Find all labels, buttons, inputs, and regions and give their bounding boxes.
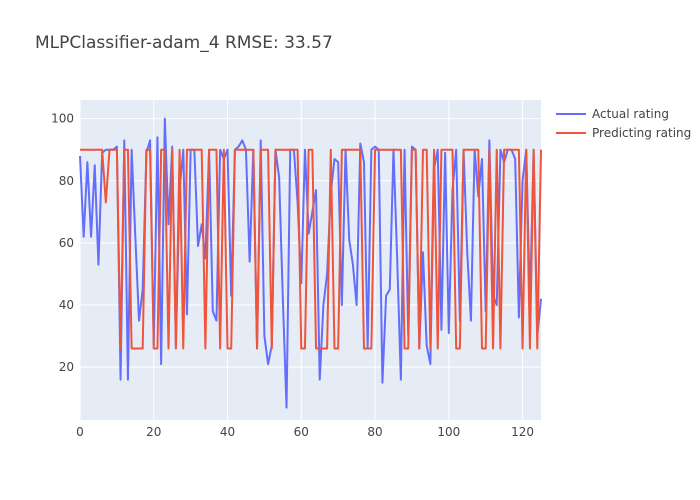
legend-swatch-actual bbox=[556, 112, 586, 115]
x-tick-label: 40 bbox=[220, 425, 235, 439]
legend-swatch-predicted bbox=[556, 131, 586, 134]
legend-label-actual: Actual rating bbox=[592, 106, 669, 121]
y-tick-label: 100 bbox=[51, 112, 74, 126]
tick-labels: 20 40 60 80 100 0 20 40 60 80 100 120 bbox=[51, 112, 534, 439]
y-tick-label: 80 bbox=[59, 174, 74, 188]
x-tick-label: 20 bbox=[146, 425, 161, 439]
legend[interactable]: Actual rating Predicting rating bbox=[556, 104, 691, 142]
y-tick-label: 60 bbox=[59, 236, 74, 250]
legend-item-actual[interactable]: Actual rating bbox=[556, 104, 691, 123]
series-lines bbox=[79, 117, 542, 409]
series-line-predicted[interactable] bbox=[80, 148, 542, 350]
x-tick-label: 60 bbox=[294, 425, 309, 439]
x-tick-label: 120 bbox=[511, 425, 534, 439]
legend-label-predicted: Predicting rating bbox=[592, 125, 692, 140]
legend-item-predicted[interactable]: Predicting rating bbox=[556, 123, 691, 142]
y-tick-label: 40 bbox=[59, 298, 74, 312]
x-tick-label: 80 bbox=[367, 425, 382, 439]
x-tick-label: 0 bbox=[76, 425, 84, 439]
chart-title: MLPClassifier-adam_4 RMSE: 33.57 bbox=[35, 33, 333, 53]
x-tick-label: 100 bbox=[437, 425, 460, 439]
y-tick-label: 20 bbox=[59, 360, 74, 374]
